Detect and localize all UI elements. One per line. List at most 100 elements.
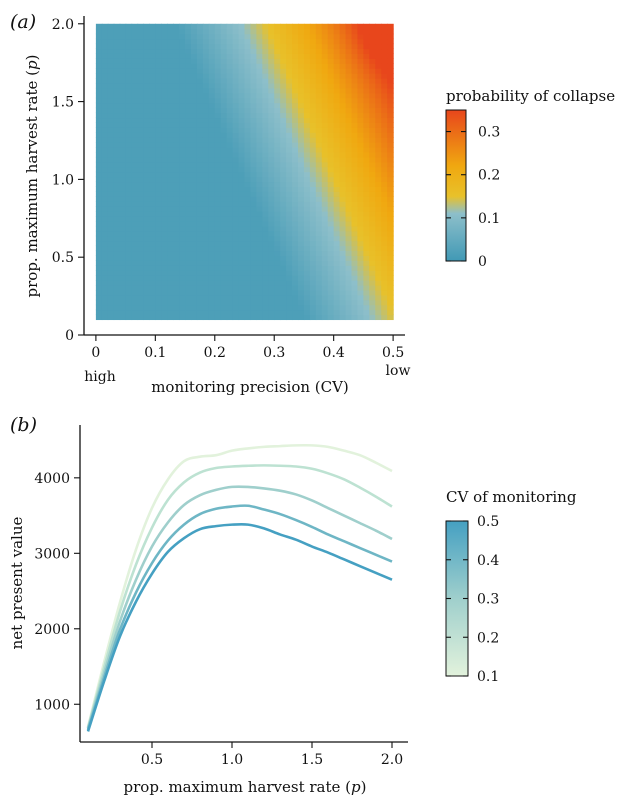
heatmap-cell xyxy=(309,250,317,256)
heatmap-cell xyxy=(191,161,198,168)
heatmap-cell xyxy=(268,176,275,183)
heatmap-cell xyxy=(149,240,156,247)
heatmap-cell xyxy=(95,28,103,35)
heatmap-cell xyxy=(125,58,133,64)
heatmap-cell xyxy=(238,33,246,40)
heatmap-cell xyxy=(303,250,311,256)
heatmap-cell xyxy=(161,142,168,148)
heatmap-cell xyxy=(155,112,162,119)
series-line-cv-0.2 xyxy=(86,464,393,728)
heatmap-cell xyxy=(303,304,311,311)
heatmap-cell xyxy=(143,265,150,271)
heatmap-cell xyxy=(185,58,192,64)
heatmap-cell xyxy=(298,142,305,148)
panel-a-label: (a) xyxy=(10,11,36,33)
heatmap-cell xyxy=(381,166,388,173)
heatmap-cell xyxy=(292,186,299,192)
heatmap-cell xyxy=(286,280,293,286)
heatmap-cell xyxy=(298,63,305,69)
heatmap-cell xyxy=(208,97,216,104)
heatmap-cell xyxy=(309,289,317,296)
heatmap-cell xyxy=(274,196,281,202)
heatmap-cell xyxy=(137,166,145,173)
heatmap-cell xyxy=(333,201,341,207)
heatmap-cell xyxy=(173,132,180,138)
heatmap-cell xyxy=(143,314,150,321)
heatmap-cell xyxy=(161,215,168,222)
heatmap-cell xyxy=(315,250,323,256)
heatmap-cell xyxy=(321,245,329,252)
heatmap-cell xyxy=(161,220,168,227)
heatmap-cell xyxy=(149,156,156,163)
heatmap-cell xyxy=(256,33,263,40)
heatmap-cell xyxy=(143,280,150,286)
heatmap-cell xyxy=(95,220,103,227)
heatmap-cell xyxy=(309,211,317,217)
heatmap-cell xyxy=(208,73,216,79)
heatmap-cell xyxy=(185,289,192,296)
heatmap-cell xyxy=(375,294,382,301)
heatmap-cell xyxy=(101,53,109,59)
heatmap-cell xyxy=(191,48,198,54)
heatmap-cell xyxy=(363,68,370,74)
heatmap-cell xyxy=(268,289,275,296)
heatmap-cell xyxy=(351,270,359,276)
heatmap-cell xyxy=(298,38,305,45)
heatmap-cell xyxy=(196,240,204,247)
heatmap-cell xyxy=(387,206,394,212)
heatmap-cell xyxy=(256,142,263,148)
heatmap-cell xyxy=(232,77,240,84)
heatmap-cell xyxy=(268,137,275,143)
heatmap-cell xyxy=(357,63,364,69)
heatmap-cell xyxy=(256,260,263,266)
heatmap-cell xyxy=(226,245,234,252)
heatmap-cell xyxy=(107,196,115,202)
heatmap-cell xyxy=(208,92,216,99)
heatmap-cell xyxy=(321,294,329,301)
heatmap-cell xyxy=(339,73,347,79)
heatmap-cell xyxy=(214,235,222,242)
heatmap-cell xyxy=(196,265,204,271)
heatmap-cell xyxy=(315,43,323,50)
heatmap-cell xyxy=(155,137,162,143)
heatmap-cell xyxy=(327,102,335,109)
heatmap-cell xyxy=(315,284,323,291)
heatmap-cell xyxy=(119,102,127,109)
heatmap-cell xyxy=(256,137,263,143)
colorbar-tick-label: 0.2 xyxy=(478,168,500,184)
heatmap-cell xyxy=(262,299,269,306)
heatmap-cell xyxy=(274,97,281,104)
heatmap-cell xyxy=(107,77,115,84)
heatmap-cell xyxy=(226,33,234,40)
heatmap-cell xyxy=(327,142,335,148)
heatmap-cell xyxy=(101,127,109,133)
heatmap-cell xyxy=(381,97,388,104)
heatmap-cell xyxy=(298,137,305,143)
heatmap-cell xyxy=(387,146,394,153)
heatmap-cell xyxy=(303,299,311,306)
heatmap-cell xyxy=(167,215,174,222)
y-tick-label: 2.0 xyxy=(52,17,74,33)
heatmap-cell xyxy=(131,186,139,192)
heatmap-cell xyxy=(256,245,263,252)
heatmap-cell xyxy=(351,68,359,74)
heatmap-cell xyxy=(208,137,216,143)
heatmap-cell xyxy=(125,299,133,306)
heatmap-cell xyxy=(179,206,186,212)
heatmap-cell xyxy=(387,87,394,94)
heatmap-cell xyxy=(298,33,305,40)
heatmap-cell xyxy=(119,82,127,89)
heatmap-cell xyxy=(315,166,323,173)
heatmap-cell xyxy=(292,240,299,247)
heatmap-cell xyxy=(250,220,257,227)
heatmap-cell xyxy=(357,284,364,291)
heatmap-cell xyxy=(250,146,257,153)
heatmap-cell xyxy=(167,206,174,212)
heatmap-cell xyxy=(185,171,192,178)
heatmap-cell xyxy=(298,314,305,321)
heatmap-cell xyxy=(143,161,150,168)
colorbar-tick-label: 0.5 xyxy=(477,514,499,530)
heatmap-cell xyxy=(208,235,216,242)
heatmap-cell xyxy=(250,280,257,286)
heatmap-cell xyxy=(339,260,347,266)
